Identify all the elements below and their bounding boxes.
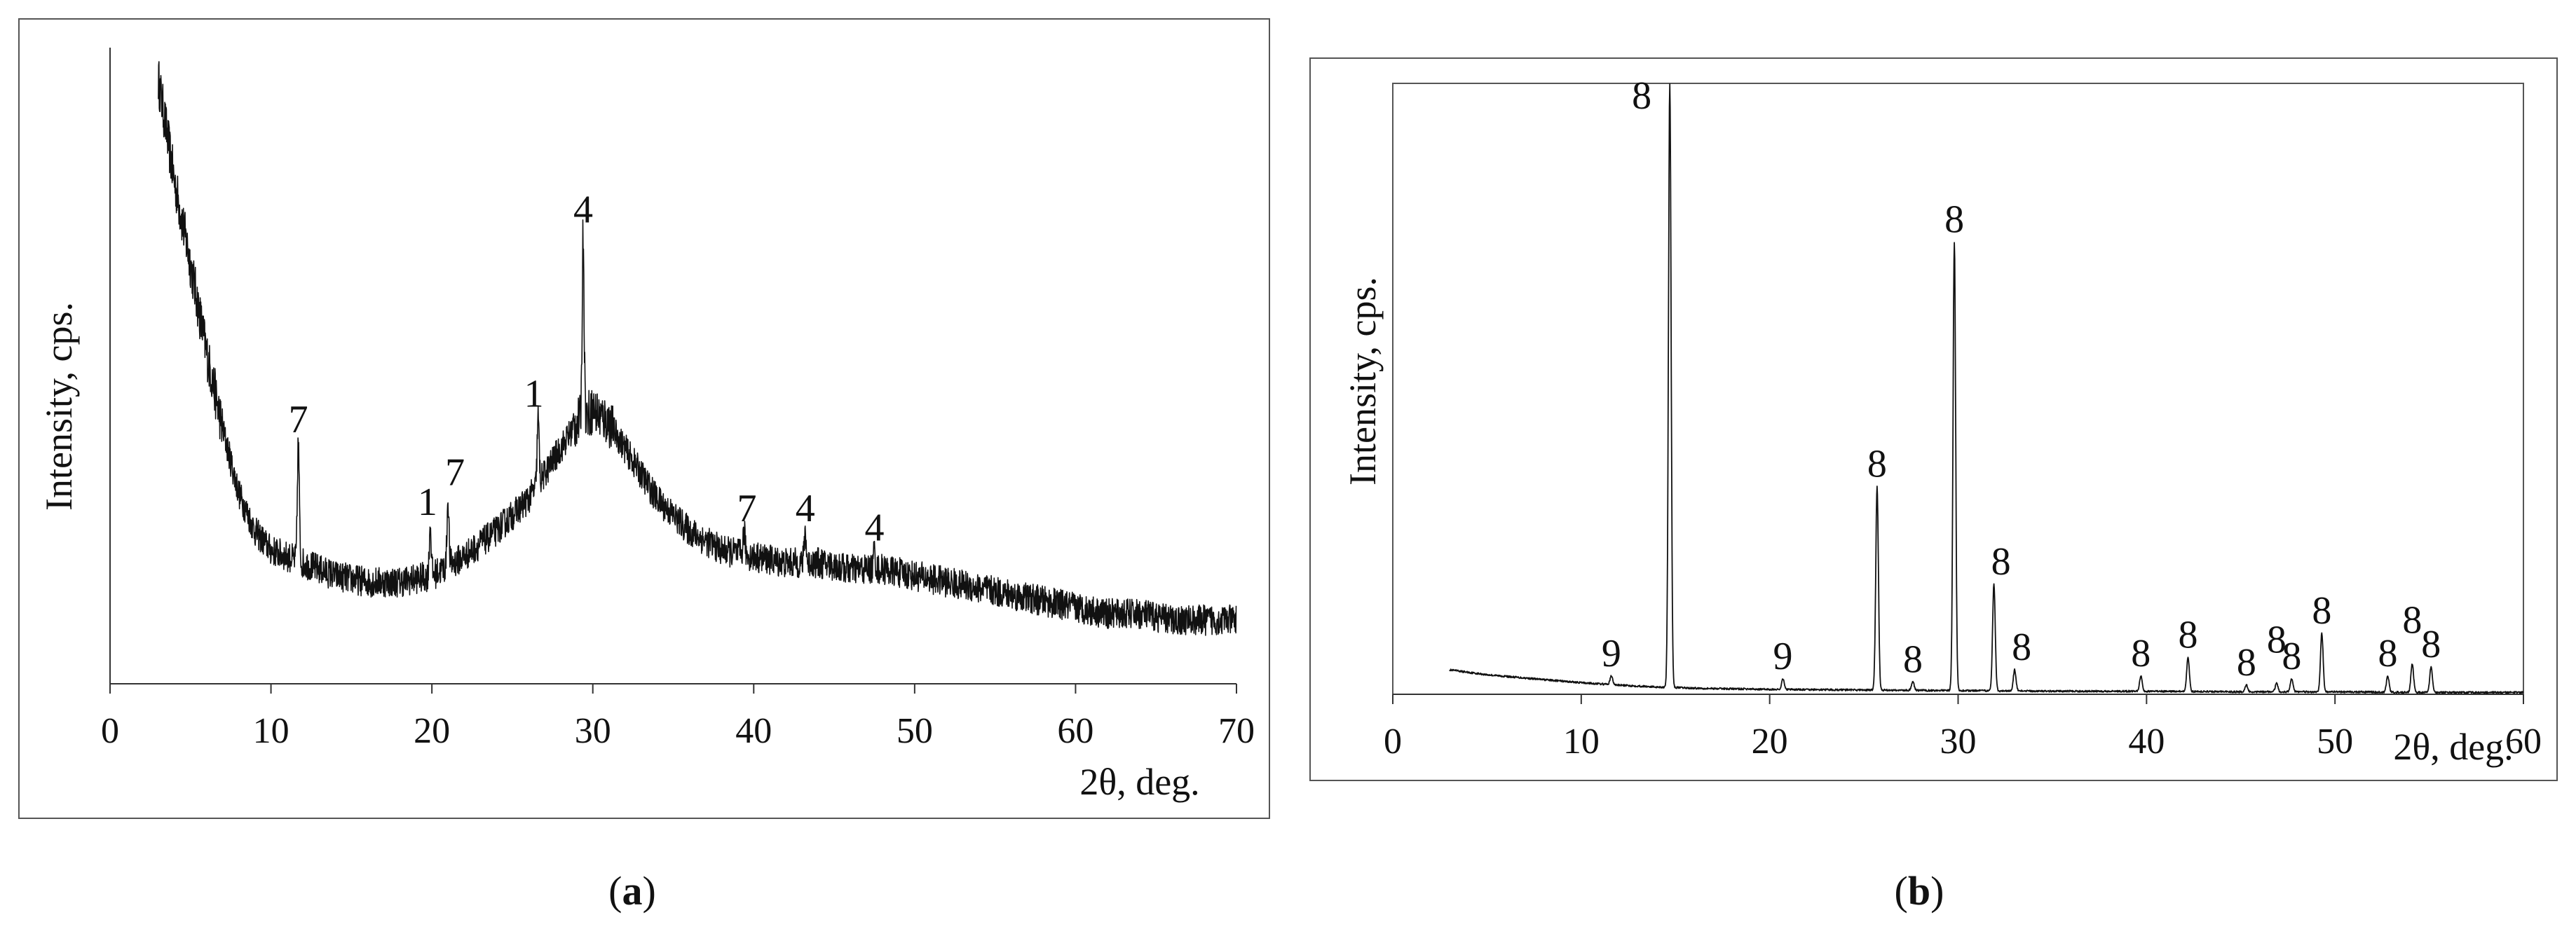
- xrd-trace: [158, 61, 1237, 636]
- caption-b-close: ): [1930, 868, 1944, 914]
- x-axis-label: 2θ, deg.: [1079, 761, 1199, 803]
- peak-label: 7: [445, 451, 465, 495]
- x-tick-label: 50: [897, 711, 933, 751]
- peak-label: 4: [573, 188, 593, 231]
- x-tick-label: 20: [414, 711, 450, 751]
- x-tick-label: 10: [1563, 722, 1600, 762]
- peak-label: 8: [2131, 632, 2151, 675]
- y-axis-label: Intensity, cps.: [1342, 277, 1384, 486]
- x-tick-label: 10: [253, 711, 289, 751]
- peak-label: 1: [524, 373, 544, 416]
- x-tick-label: 70: [1218, 711, 1255, 751]
- peak-label: 7: [289, 398, 308, 441]
- x-tick-label: 0: [1384, 722, 1402, 762]
- caption-a-open: (: [608, 868, 622, 914]
- peak-label: 8: [1944, 198, 1964, 242]
- peak-label: 8: [2378, 632, 2397, 675]
- x-tick-label: 40: [735, 711, 772, 751]
- peak-label: 8: [2282, 635, 2301, 678]
- x-tick-label: 0: [101, 711, 119, 751]
- caption-a: (a): [562, 867, 702, 914]
- peak-label: 8: [2402, 598, 2422, 642]
- peak-label: 9: [1773, 635, 1792, 678]
- peak-label: 4: [864, 506, 884, 549]
- caption-b-letter: b: [1907, 868, 1931, 914]
- peak-label: 1: [418, 481, 437, 524]
- peak-label: 8: [2178, 614, 2197, 657]
- x-tick-label: 30: [575, 711, 611, 751]
- panel-b-frame: 0 10 20 30 40 50 60 2θ, deg. Intensity, cps. 9 8 9 8…: [1309, 57, 2558, 781]
- peak-label: 8: [1632, 74, 1651, 118]
- x-tick-label: 50: [2317, 722, 2353, 762]
- peak-label: 8: [2012, 626, 2031, 669]
- peak-label: 7: [737, 487, 757, 530]
- peak-label: 8: [2312, 589, 2331, 633]
- panel-a-frame: 0 10 20 30 40 50 60 70 2θ, deg. Intensity, cps. 7 1…: [18, 18, 1270, 819]
- caption-b: (b): [1849, 867, 1989, 914]
- peak-label: 9: [1602, 632, 1621, 675]
- peak-label: 8: [1903, 638, 1923, 682]
- peak-label: 8: [1867, 443, 1887, 486]
- caption-a-letter: a: [622, 868, 643, 914]
- y-axis-label: Intensity, cps.: [38, 302, 80, 511]
- peak-label: 8: [2237, 641, 2256, 684]
- caption-b-open: (: [1894, 868, 1908, 914]
- peak-label: 8: [2421, 623, 2441, 666]
- caption-a-close: ): [642, 868, 656, 914]
- plot-area-border: [1392, 83, 2524, 695]
- peak-label: 8: [2267, 618, 2287, 661]
- peak-label: 8: [1991, 540, 2011, 584]
- x-tick-label: 60: [2505, 722, 2542, 762]
- xrd-trace: [1449, 83, 2524, 694]
- x-tick-label: 40: [2128, 722, 2165, 762]
- x-tick-label: 30: [1940, 722, 1977, 762]
- x-tick-label: 60: [1057, 711, 1093, 751]
- x-tick-label: 20: [1752, 722, 1788, 762]
- x-axis-label: 2θ, deg.: [2393, 726, 2513, 768]
- peak-label: 4: [796, 487, 815, 530]
